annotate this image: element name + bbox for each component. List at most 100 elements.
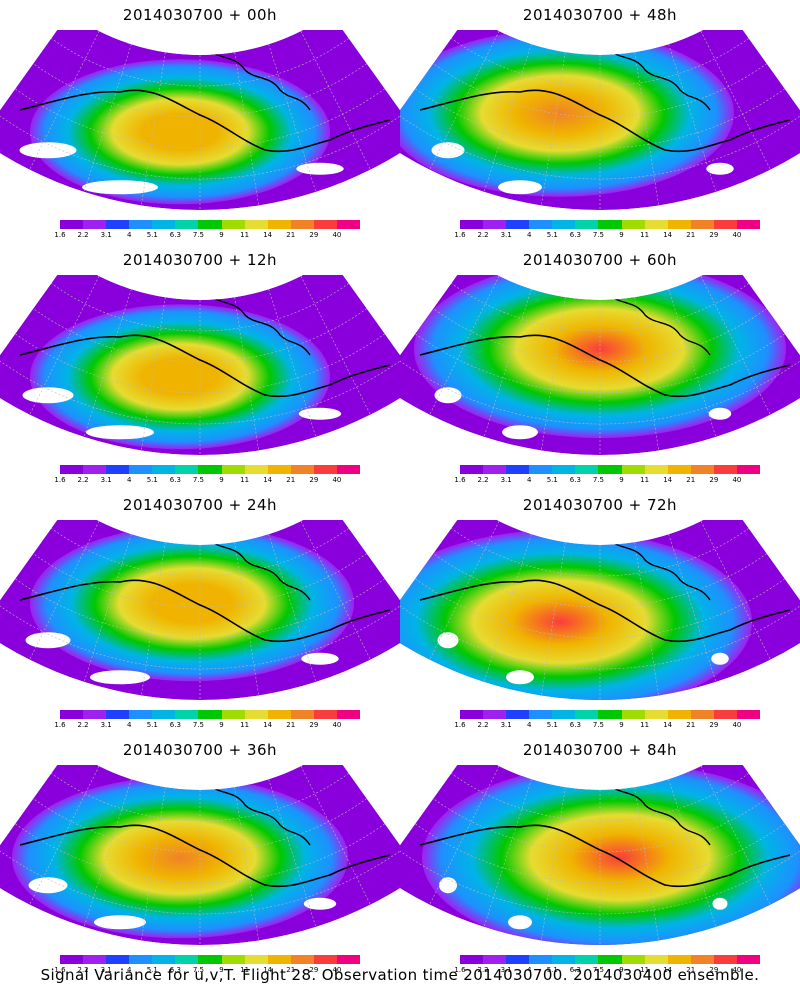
- colorbar-tick-label: 3.1: [500, 231, 512, 239]
- colorbar-tick-label: 29: [709, 721, 719, 729]
- colorbar-tick-label: 1.6: [454, 231, 466, 239]
- signal-variance-map: [0, 520, 400, 701]
- longitude-line: [29, 765, 100, 905]
- colorbar-tick-label: 21: [286, 966, 296, 974]
- colorbar-swatch: [221, 465, 245, 474]
- colorbar-swatch: [175, 465, 199, 474]
- colorbar-tick-label: 3.1: [100, 721, 112, 729]
- colorbar-tick-label: 21: [686, 476, 696, 484]
- colorbar-swatch: [598, 710, 622, 719]
- latitude-line: [400, 358, 800, 425]
- colorbar-swatch: [83, 220, 107, 229]
- colorbar-tick-label: 9: [619, 231, 624, 239]
- colorbar-tick-label: 14: [263, 476, 273, 484]
- colorbar-tick-label: 21: [286, 721, 296, 729]
- colorbar-swatch: [483, 710, 507, 719]
- variance-field: [400, 30, 734, 197]
- low-variance-patch: [434, 387, 462, 404]
- colorbar-tick-label: 4: [526, 966, 532, 974]
- colorbar-swatch: [690, 955, 714, 964]
- colorbar-swatch: [267, 710, 291, 719]
- colorbar-tick-label: 4: [526, 721, 532, 729]
- longitude-line: [483, 534, 532, 682]
- colorbar-labels: 1.6 2.2 3.1 4 5.1 6.3 7.5 9 11 14 21 29 40: [54, 721, 360, 731]
- map-panel: 2014030700 + 84h 1.6 2.2 3.1 4 5.1 6.3 7.5 9 11 14…: [400, 735, 800, 980]
- colorbar-swatch: [83, 710, 107, 719]
- low-variance-patch: [506, 670, 534, 685]
- colorbar-tick-label: 4: [126, 721, 132, 729]
- colorbar-tick-label: 2.2: [77, 231, 89, 239]
- colorbar-swatch: [336, 710, 361, 719]
- colorbar: [60, 465, 361, 474]
- latitude-line: [451, 283, 749, 332]
- colorbar-swatch: [644, 955, 668, 964]
- colorbar-tick-label: 5.1: [546, 966, 558, 974]
- colorbar-tick-label: 9: [219, 966, 224, 974]
- colorbar-tick-label: 14: [663, 966, 673, 974]
- colorbar-tick-label: 7.5: [192, 721, 205, 729]
- latitude-line: [51, 38, 349, 87]
- low-variance-patch: [90, 670, 150, 685]
- coastline: [609, 294, 711, 356]
- colorbar-tick-label: 1.6: [54, 721, 66, 729]
- colorbar-tick-label: 1.6: [54, 966, 66, 974]
- colorbar-tick-label: 2.2: [77, 966, 89, 974]
- coastline: [209, 49, 311, 111]
- colorbar-swatch: [106, 710, 130, 719]
- colorbar-tick-label: 21: [686, 966, 696, 974]
- longitude-line: [268, 289, 317, 437]
- colorbar-swatch: [244, 220, 268, 229]
- colorbar-labels: 1.6 2.2 3.1 4 5.1 6.3 7.5 9 11 14 21 29 40: [454, 476, 760, 486]
- colorbar-swatch: [506, 710, 530, 719]
- longitude-line: [429, 765, 500, 905]
- longitude-line: [541, 52, 566, 206]
- colorbar: [460, 955, 761, 964]
- colorbar-tick-label: 3.1: [500, 476, 512, 484]
- colorbar: [460, 465, 761, 474]
- colorbar-tick-label: 5.1: [146, 476, 158, 484]
- longitude-line: [141, 542, 166, 696]
- colorbar-swatch: [198, 710, 222, 719]
- colorbar-swatch: [129, 710, 153, 719]
- colorbar-swatch: [244, 955, 268, 964]
- longitude-line: [634, 787, 659, 941]
- colorbar-swatch: [460, 710, 484, 719]
- longitude-line: [541, 297, 566, 451]
- longitude-line: [700, 275, 771, 415]
- colorbar-swatch: [506, 465, 530, 474]
- colorbar-swatch: [313, 955, 337, 964]
- colorbar-tick-label: 29: [309, 966, 319, 974]
- colorbar-swatch: [621, 710, 645, 719]
- longitude-line: [141, 52, 166, 206]
- latitude-line: [400, 113, 800, 180]
- low-variance-patch: [22, 387, 74, 404]
- colorbar-tick-label: 3.1: [100, 966, 112, 974]
- variance-field: [422, 765, 800, 946]
- colorbar-swatch: [336, 955, 361, 964]
- longitude-line: [634, 52, 659, 206]
- low-variance-patch: [19, 142, 77, 159]
- colorbar-tick-label: 3.1: [500, 721, 512, 729]
- colorbar-tick-label: 9: [219, 476, 224, 484]
- colorbar-tick-label: 14: [663, 231, 673, 239]
- low-variance-patch: [94, 915, 146, 930]
- colorbar-swatch: [129, 220, 153, 229]
- colorbar-labels: 1.6 2.2 3.1 4 5.1 6.3 7.5 9 11 14 21 29 40: [454, 231, 760, 241]
- latitude-line: [400, 603, 800, 670]
- colorbar-tick-label: 40: [332, 721, 342, 729]
- colorbar-tick-label: 29: [309, 476, 319, 484]
- colorbar-tick-label: 6.3: [169, 231, 181, 239]
- colorbar-swatch: [290, 710, 314, 719]
- longitude-line: [268, 779, 317, 927]
- colorbar-swatch: [460, 955, 484, 964]
- colorbar-tick-label: 40: [332, 966, 342, 974]
- colorbar-swatch: [552, 220, 576, 229]
- coastline: [609, 539, 711, 601]
- colorbar-swatch: [152, 710, 176, 719]
- colorbar-tick-label: 29: [709, 966, 719, 974]
- longitude-line: [541, 787, 566, 941]
- colorbar-swatch: [667, 955, 691, 964]
- coastline: [419, 89, 791, 153]
- colorbar-swatch: [598, 220, 622, 229]
- colorbar-swatch: [644, 710, 668, 719]
